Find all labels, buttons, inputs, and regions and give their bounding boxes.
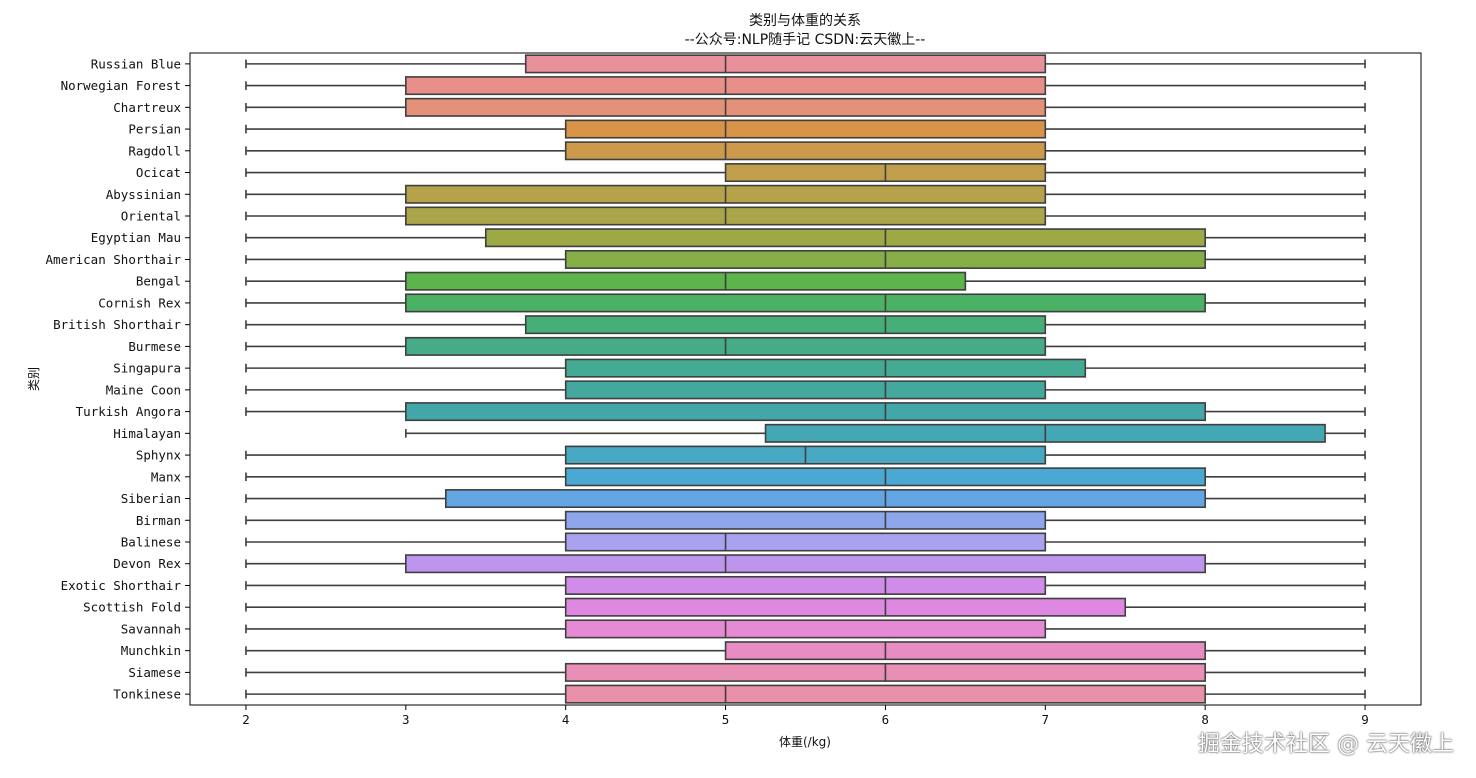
y-tick-label: Ragdoll <box>128 143 181 158</box>
x-tick-label: 6 <box>882 712 890 727</box>
x-axis-label: 体重(/kg) <box>779 735 831 749</box>
box-iqr <box>564 141 1047 161</box>
y-tick-label: Norwegian Forest <box>61 78 181 93</box>
x-tick-label: 3 <box>402 712 410 727</box>
box-30 <box>245 684 1366 704</box>
box-13 <box>245 315 1366 335</box>
y-axis-label: 类别 <box>27 367 41 391</box>
box-iqr <box>564 510 1047 530</box>
y-tick-label: Turkish Angora <box>76 404 181 419</box>
box-20 <box>245 467 1366 487</box>
x-axis-ticks: 2 3 4 5 6 7 8 9 <box>242 705 1369 727</box>
y-tick-label: Ocicat <box>136 165 181 180</box>
y-tick-label: Siamese <box>128 665 181 680</box>
y-tick-label: American Shorthair <box>46 252 182 267</box>
y-tick-label: British Shorthair <box>53 317 181 332</box>
box-16 <box>245 380 1366 400</box>
box-26 <box>245 597 1366 617</box>
box-5 <box>245 141 1366 161</box>
y-tick-label: Abyssinian <box>106 187 181 202</box>
box-25 <box>245 575 1366 595</box>
x-tick-label: 2 <box>242 712 250 727</box>
box-21 <box>245 489 1366 509</box>
box-iqr <box>564 597 1127 617</box>
y-tick-label: Maine Coon <box>106 382 181 397</box>
x-tick-label: 9 <box>1361 712 1369 727</box>
y-tick-label: Manx <box>151 469 182 484</box>
plot-frame <box>189 52 1422 706</box>
box-28 <box>245 641 1366 661</box>
box-iqr <box>405 271 967 291</box>
box-iqr <box>564 380 1047 400</box>
box-9 <box>245 228 1366 248</box>
y-tick-label: Singapura <box>113 361 181 376</box>
box-iqr <box>564 684 1206 704</box>
box-17 <box>245 402 1366 422</box>
y-tick-label: Birman <box>136 513 181 528</box>
box-iqr <box>564 619 1047 639</box>
box-7 <box>245 184 1366 204</box>
y-tick-label: Bengal <box>136 274 181 289</box>
x-tick-label: 8 <box>1201 712 1209 727</box>
box-14 <box>245 336 1366 356</box>
y-tick-label: Devon Rex <box>113 556 181 571</box>
y-tick-label: Russian Blue <box>91 56 181 71</box>
box-23 <box>245 532 1366 552</box>
box-11 <box>245 271 1366 291</box>
y-tick-label: Munchkin <box>121 643 181 658</box>
box-19 <box>245 445 1366 465</box>
box-iqr <box>405 554 1206 574</box>
box-10 <box>245 249 1366 269</box>
box-iqr <box>524 315 1047 335</box>
y-tick-label: Himalayan <box>113 426 181 441</box>
box-iqr <box>564 575 1047 595</box>
y-axis-ticks: Russian Blue Norwegian Forest Chartreux Per… <box>46 56 190 702</box>
box-12 <box>245 293 1366 313</box>
box-29 <box>245 662 1366 682</box>
x-tick-label: 5 <box>722 712 730 727</box>
box-iqr <box>524 54 1047 74</box>
chart-subtitle: --公众号:NLP随手记 CSDN:云天徽上-- <box>685 32 926 48</box>
box-iqr <box>724 641 1206 661</box>
y-tick-label: Tonkinese <box>113 687 181 702</box>
box-iqr <box>564 532 1047 552</box>
box-iqr <box>444 489 1206 509</box>
box-15 <box>245 358 1366 378</box>
y-tick-label: Balinese <box>121 535 181 550</box>
y-tick-label: Scottish Fold <box>83 600 181 615</box>
box-iqr <box>564 119 1047 139</box>
y-tick-label: Cornish Rex <box>98 295 181 310</box>
box-3 <box>245 97 1366 117</box>
chart-title: 类别与体重的关系 <box>749 13 861 29</box>
y-tick-label: Burmese <box>128 339 181 354</box>
y-tick-label: Chartreux <box>113 100 181 115</box>
box-4 <box>245 119 1366 139</box>
box-27 <box>245 619 1366 639</box>
box-18 <box>405 423 1366 443</box>
box-iqr <box>405 402 1206 422</box>
box-1 <box>245 54 1366 74</box>
x-tick-label: 4 <box>562 712 570 727</box>
watermark: 掘金技术社区 @ 云天徽上 <box>1198 732 1454 757</box>
box-6 <box>245 163 1366 183</box>
y-tick-label: Savannah <box>121 621 181 636</box>
y-tick-label: Oriental <box>121 209 181 224</box>
y-tick-label: Persian <box>128 122 181 137</box>
y-tick-label: Exotic Shorthair <box>61 578 182 593</box>
box-24 <box>245 554 1366 574</box>
y-tick-label: Siberian <box>121 491 181 506</box>
box-iqr <box>484 228 1206 248</box>
box-iqr <box>405 293 1206 313</box>
x-tick-label: 7 <box>1042 712 1050 727</box>
box-22 <box>245 510 1366 530</box>
y-tick-label: Sphynx <box>136 448 182 463</box>
box-2 <box>245 76 1366 96</box>
box-8 <box>245 206 1366 226</box>
box-iqr <box>564 358 1087 378</box>
y-tick-label: Egyptian Mau <box>91 230 181 245</box>
boxes-layer <box>245 54 1366 704</box>
